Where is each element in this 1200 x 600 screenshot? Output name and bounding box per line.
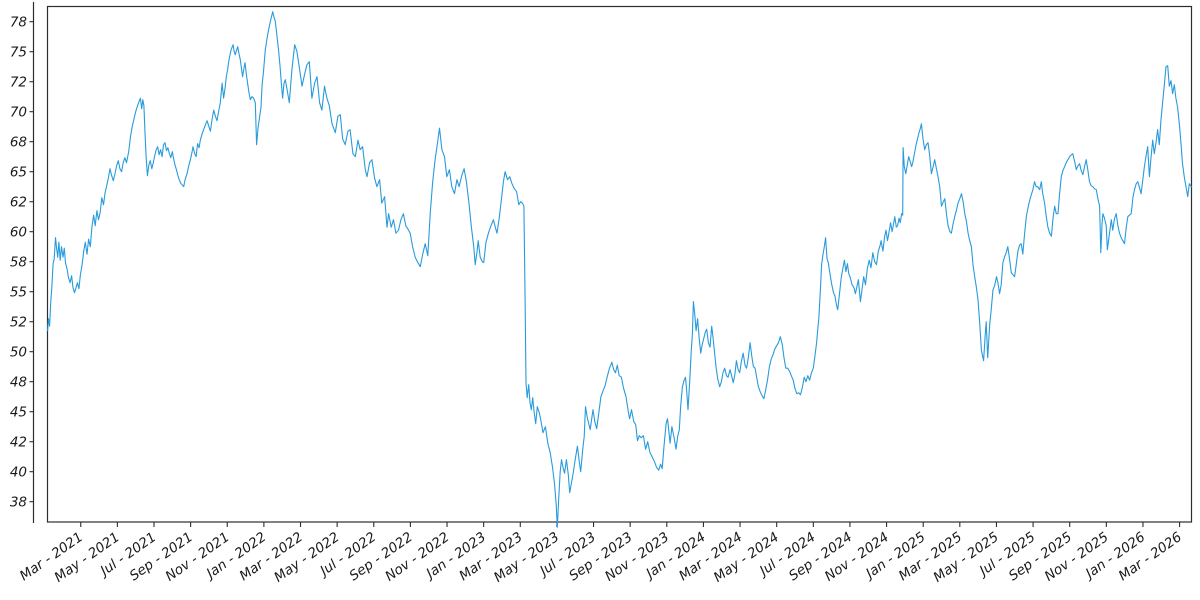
y-tick-label: 58 xyxy=(10,254,27,270)
plot-area xyxy=(46,5,1193,528)
price-line xyxy=(47,11,1192,528)
y-tick-label: 78 xyxy=(10,14,27,30)
y-tick-label: 52 xyxy=(10,314,27,330)
y-tick-label: 65 xyxy=(10,164,27,180)
y-tick-label: 62 xyxy=(10,194,27,210)
y-tick-label: 38 xyxy=(10,494,27,510)
y-tick-label: 60 xyxy=(10,224,27,240)
y-tick-label: 42 xyxy=(10,434,27,450)
y-tick-label: 48 xyxy=(10,374,27,390)
y-tick-label: 40 xyxy=(10,464,27,480)
y-axis: 78 75 72 70 68 65 62 60 58 55 52 50 48 45 42 40 38 xyxy=(10,2,35,523)
y-tick-label: 70 xyxy=(10,104,27,120)
y-tick-label: 75 xyxy=(10,44,27,60)
y-tick-label: 50 xyxy=(10,344,27,360)
plot-border xyxy=(46,5,1193,523)
y-tick-label: 45 xyxy=(10,404,27,420)
y-tick-label: 68 xyxy=(10,134,27,150)
y-tick-label: 55 xyxy=(10,284,27,300)
y-tick-label: 72 xyxy=(10,74,27,90)
